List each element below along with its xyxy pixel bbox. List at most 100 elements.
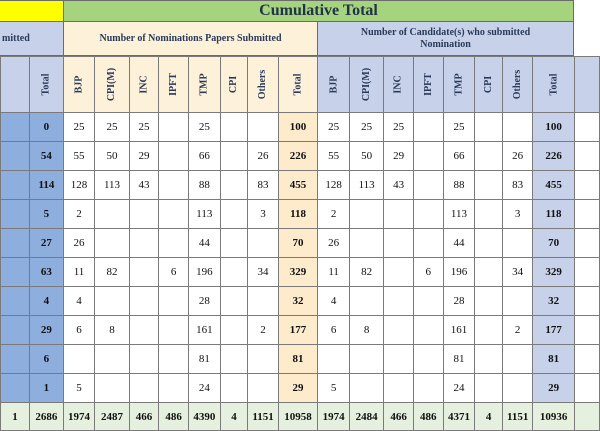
left-total-cell: 4 xyxy=(29,286,64,316)
cand-cell: 43 xyxy=(383,170,414,200)
cand-cell xyxy=(383,228,414,258)
nom-cell xyxy=(219,344,249,374)
cand-cell-text: 82 xyxy=(361,266,373,278)
table-row: 29 6 8 161 2 177 6 8 161 2 177 xyxy=(0,315,600,345)
nom-cell: 29 xyxy=(277,373,319,403)
cand-cell: 83 xyxy=(501,170,534,200)
table-row: 0 25 25 25 25 100 25 25 25 25 100 xyxy=(0,112,600,142)
left-edge-cell xyxy=(0,315,31,345)
nom-col-header-text: IPFT xyxy=(168,73,180,96)
nom-cell: 29 xyxy=(128,141,160,171)
cand-cell xyxy=(474,373,503,403)
total-nom-cell-text: 2487 xyxy=(101,410,123,423)
total-nom-cell-text: 1974 xyxy=(68,410,91,423)
cand-cell xyxy=(474,286,503,316)
cand-cell: 196 xyxy=(442,257,476,287)
nom-cell: 11 xyxy=(62,257,96,287)
cand-cell: 25 xyxy=(383,112,414,142)
cand-cell-text: 43 xyxy=(393,179,405,191)
nom-col-header-text: BJP xyxy=(73,75,85,94)
nom-cell xyxy=(94,199,130,229)
right-edge-header xyxy=(573,56,600,113)
cand-col-header: CPI(M) xyxy=(348,56,385,113)
total-nom-cell-text: 4390 xyxy=(193,410,216,423)
nom-cell xyxy=(158,286,190,316)
total-cand-cell: 1151 xyxy=(501,402,534,431)
cand-cell-text: 25 xyxy=(328,121,340,133)
total-edge-cell: 1 xyxy=(0,402,31,431)
yellow-corner-cell xyxy=(0,0,64,22)
left-total-cell-text: 27 xyxy=(40,237,52,249)
left-edge-cell xyxy=(0,228,31,258)
nom-cell: 26 xyxy=(62,228,96,258)
cand-cell xyxy=(501,112,534,142)
left-total-cell: 54 xyxy=(29,141,64,171)
left-edge-cell xyxy=(0,373,31,403)
nom-cell xyxy=(219,315,249,345)
cand-cell-text: 28 xyxy=(453,295,465,307)
nom-cell xyxy=(219,112,249,142)
right-edge-cell xyxy=(573,141,600,171)
total-left-cell-text: 2686 xyxy=(35,410,58,423)
left-total-cell: 0 xyxy=(29,112,64,142)
cand-cell xyxy=(474,315,503,345)
nom-cell-text: 3 xyxy=(260,208,266,220)
right-edge-cell xyxy=(573,315,600,345)
left-total-cell-text: 54 xyxy=(40,150,52,162)
nom-cell-text: 29 xyxy=(138,150,150,162)
cand-cell: 11 xyxy=(317,257,350,287)
cand-cell-text: 196 xyxy=(450,266,468,278)
cand-cell-text: 177 xyxy=(545,324,562,336)
cand-cell-text: 100 xyxy=(545,121,562,133)
left-edge-cell xyxy=(0,112,31,142)
right-edge-cell xyxy=(573,170,600,200)
table-row: 27 26 44 70 26 44 70 xyxy=(0,228,600,258)
cand-cell xyxy=(348,286,385,316)
nom-cell: 81 xyxy=(188,344,221,374)
left-total-cell-text: 63 xyxy=(40,266,52,278)
nom-cell: 2 xyxy=(247,315,279,345)
nom-cell-text: 5 xyxy=(76,382,82,394)
nom-cell: 66 xyxy=(188,141,221,171)
total-nom-cell: 1151 xyxy=(247,402,279,431)
total-cand-cell: 466 xyxy=(383,402,414,431)
cand-cell xyxy=(348,228,385,258)
cand-cell: 3 xyxy=(501,199,534,229)
cand-cell: 34 xyxy=(501,257,534,287)
nom-cell xyxy=(128,373,160,403)
nom-col-header: CPI(M) xyxy=(94,56,130,113)
cand-col-header: Total xyxy=(532,56,575,113)
cand-cell-text: 128 xyxy=(325,179,342,191)
table-row: 54 55 50 29 66 26 226 55 50 29 66 26 226 xyxy=(0,141,600,171)
cand-cell: 128 xyxy=(317,170,350,200)
cand-cell: 5 xyxy=(317,373,350,403)
cand-cell: 29 xyxy=(383,141,414,171)
table-row: 6 81 81 81 81 xyxy=(0,344,600,374)
nom-cell-text: 113 xyxy=(196,208,213,220)
cand-cell-text: 81 xyxy=(548,353,560,365)
left-edge-header xyxy=(0,56,31,113)
nom-col-header: IPFT xyxy=(158,56,190,113)
cand-cell-text: 2 xyxy=(330,208,337,220)
nom-cell xyxy=(62,344,96,374)
left-total-cell-text: 4 xyxy=(43,295,50,307)
nom-cell-text: 11 xyxy=(73,266,85,278)
nom-cell-text: 81 xyxy=(198,353,210,365)
cand-cell xyxy=(474,344,503,374)
nom-col-header-text: CPI xyxy=(228,75,240,94)
nom-cell-text: 26 xyxy=(257,150,269,162)
title-band: Cumulative Total xyxy=(64,0,574,22)
nom-cell: 6 xyxy=(62,315,96,345)
nom-cell-text: 32 xyxy=(292,295,304,307)
nom-cell xyxy=(219,141,249,171)
nom-cell-text: 2 xyxy=(260,324,266,336)
cand-col-header: CPI xyxy=(474,56,503,113)
cand-cell: 50 xyxy=(348,141,385,171)
total-nom-cell-text: 4 xyxy=(231,410,237,423)
cand-cell-text: 11 xyxy=(328,266,339,278)
cand-cell-text: 26 xyxy=(328,237,340,249)
nom-cell xyxy=(247,112,279,142)
cand-cell-text: 29 xyxy=(548,382,560,394)
cand-cell xyxy=(474,141,503,171)
